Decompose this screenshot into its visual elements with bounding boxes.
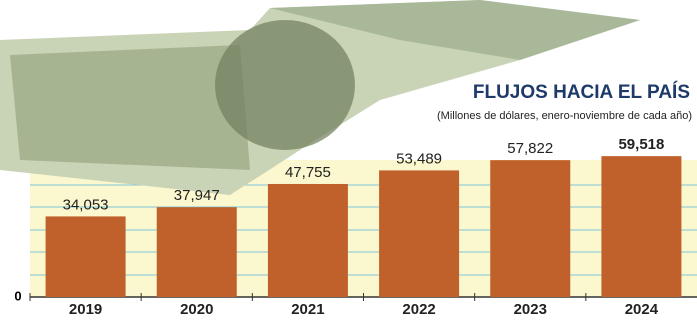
bill-print [10,45,250,170]
value-label: 53,489 [396,150,442,167]
bill-portrait [215,20,355,150]
value-label: 57,822 [507,140,553,157]
x-tick-label: 2022 [402,301,435,318]
y-tick-label: 0 [14,288,21,303]
x-tick-label: 2024 [625,301,659,318]
x-tick-label: 2021 [291,301,324,318]
chart-title: FLUJOS HACIA EL PAÍS [473,81,690,103]
x-tick-label: 2020 [180,301,213,318]
value-label: 59,518 [618,136,664,153]
bar [601,156,682,297]
bar [156,207,237,297]
bar [45,216,126,297]
value-label: 37,947 [174,187,220,204]
bill-fold [270,0,640,60]
value-label: 47,755 [285,164,331,181]
bar [379,170,460,297]
value-label: 34,053 [63,196,109,213]
bar [490,160,571,297]
chart-subtitle: (Millones de dólares, enero-noviembre de… [437,110,692,122]
x-tick-label: 2019 [69,301,102,318]
x-tick-label: 2023 [514,301,547,318]
dollar-bill [0,0,640,195]
bar [267,183,348,297]
